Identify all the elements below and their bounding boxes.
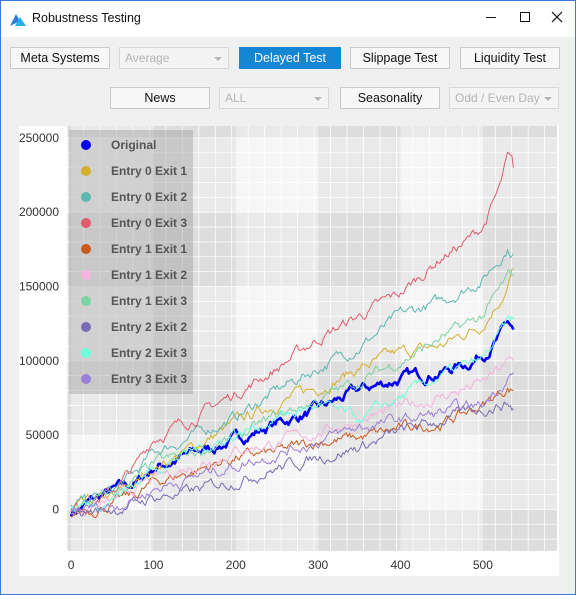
legend-marker <box>81 140 91 150</box>
liquidity-test-button[interactable]: Liquidity Test <box>460 47 560 69</box>
x-tick-label: 300 <box>308 558 328 572</box>
legend-marker <box>81 348 91 358</box>
odd-even-day-dropdown[interactable]: Odd / Even Day <box>449 87 559 109</box>
x-tick-label: 500 <box>473 558 493 572</box>
series-line <box>70 269 514 513</box>
legend-label: Entry 0 Exit 1 <box>111 164 187 178</box>
legend-marker <box>81 322 91 332</box>
slippage-test-button[interactable]: Slippage Test <box>350 47 450 69</box>
legend-label: Original <box>111 138 156 152</box>
all-dropdown-value: ALL <box>225 91 247 105</box>
legend-label: Entry 0 Exit 2 <box>111 190 187 204</box>
close-icon <box>551 11 563 23</box>
series-line <box>70 372 514 512</box>
series-line <box>70 268 514 510</box>
y-tick-label: 0 <box>52 502 59 516</box>
legend-marker <box>81 166 91 176</box>
x-band <box>153 126 236 551</box>
minimize-icon <box>486 17 496 18</box>
x-tick-label: 100 <box>143 558 163 572</box>
series-line <box>70 315 514 512</box>
legend-label: Entry 1 Exit 1 <box>111 242 187 256</box>
series-line <box>70 387 514 519</box>
seasonality-button[interactable]: Seasonality <box>340 87 440 109</box>
meta-systems-button[interactable]: Meta Systems <box>10 47 110 69</box>
x-band <box>482 126 557 551</box>
average-dropdown[interactable]: Average <box>119 47 229 69</box>
window-title: Robustness Testing <box>32 11 141 25</box>
title-bar: Robustness Testing <box>1 1 575 37</box>
odd-even-day-dropdown-value: Odd / Even Day <box>455 91 540 105</box>
series-line <box>70 356 514 517</box>
legend-marker <box>81 296 91 306</box>
legend-label: Entry 0 Exit 3 <box>111 216 187 230</box>
legend-label: Entry 1 Exit 2 <box>111 268 187 282</box>
y-band <box>67 212 557 287</box>
average-dropdown-value: Average <box>125 51 170 65</box>
y-tick-label: 50000 <box>26 428 60 442</box>
y-tick-label: 250000 <box>19 131 59 145</box>
chevron-down-icon <box>544 97 552 101</box>
legend-marker <box>81 244 91 254</box>
legend-label: Entry 2 Exit 2 <box>111 320 187 334</box>
x-band <box>318 126 401 551</box>
maximize-button[interactable] <box>508 1 542 33</box>
close-button[interactable] <box>540 1 574 33</box>
chevron-down-icon <box>214 57 222 61</box>
legend-marker <box>81 374 91 384</box>
legend-label: Entry 2 Exit 3 <box>111 346 187 360</box>
y-tick-label: 100000 <box>19 354 59 368</box>
legend-marker <box>81 218 91 228</box>
maximize-icon <box>520 12 530 22</box>
series-line <box>70 151 514 513</box>
x-tick-label: 400 <box>391 558 411 572</box>
legend-label: Entry 1 Exit 3 <box>111 294 187 308</box>
y-tick-label: 200000 <box>19 205 59 219</box>
series-line <box>70 249 514 509</box>
equity-chart-svg: 0 50000 100000 150000 200000 250000 0 100 200 300… <box>19 126 557 572</box>
y-band <box>67 509 557 551</box>
legend-marker <box>81 270 91 280</box>
x-tick-label: 0 <box>68 558 75 572</box>
news-button[interactable]: News <box>110 87 210 109</box>
all-dropdown[interactable]: ALL <box>219 87 329 109</box>
x-band <box>67 126 72 551</box>
legend-label: Entry 3 Exit 3 <box>111 372 187 386</box>
app-logo-icon <box>10 14 26 26</box>
chevron-down-icon <box>314 97 322 101</box>
series-line <box>70 401 514 517</box>
minimize-button[interactable] <box>474 1 508 33</box>
x-tick-label: 200 <box>226 558 246 572</box>
y-band <box>67 126 557 138</box>
legend-marker <box>81 192 91 202</box>
delayed-test-button[interactable]: Delayed Test <box>239 47 341 69</box>
equity-curve-chart: 0 50000 100000 150000 200000 250000 0 100 200 300… <box>19 126 559 576</box>
y-tick-label: 150000 <box>19 279 59 293</box>
